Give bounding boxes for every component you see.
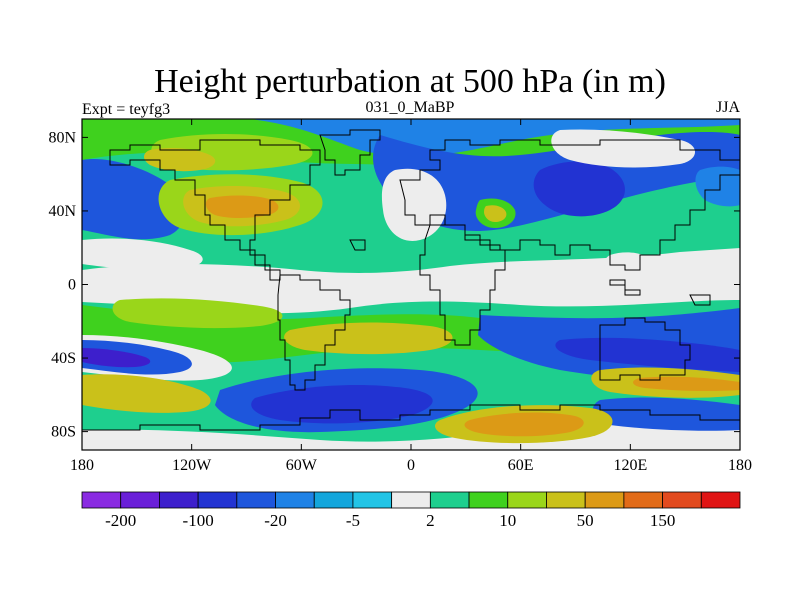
- height-field: [82, 119, 740, 450]
- colorbar-swatch: [236, 491, 276, 509]
- colorbar-label: -100: [183, 511, 214, 530]
- colorbar-label: 10: [499, 511, 516, 530]
- field-region: [533, 161, 625, 217]
- field-region: [604, 252, 657, 283]
- field-region: [82, 248, 740, 314]
- x-tick-label: 60E: [508, 457, 534, 474]
- colorbar-swatch: [120, 491, 160, 509]
- field-region: [551, 129, 695, 168]
- y-tick-label: 80N: [48, 129, 76, 146]
- coastline-australia: [599, 317, 691, 381]
- x-tick-label: 60W: [286, 457, 318, 474]
- colorbar-swatch: [623, 491, 663, 509]
- y-tick-label: 80S: [51, 424, 76, 441]
- field-region: [484, 205, 507, 222]
- colorbar-label: 2: [426, 511, 435, 530]
- colorbar-swatch: [429, 491, 470, 509]
- field-region: [251, 385, 433, 424]
- colorbar-swatch: [275, 491, 315, 509]
- colorbar-label: 50: [577, 511, 594, 530]
- x-tick-label: 180: [70, 457, 94, 474]
- coastline-africa: [419, 224, 506, 346]
- right-string: JJA: [716, 99, 740, 116]
- x-tick-label: 0: [407, 457, 415, 474]
- y-tick-label: 0: [68, 277, 76, 294]
- coastline-greenland: [319, 129, 381, 176]
- chart-title: Height perturbation at 500 hPa (in m): [154, 63, 666, 100]
- colorbar-label: 150: [650, 511, 676, 530]
- coastline-antarctica: [82, 404, 740, 431]
- center-string: 031_0_MaBP: [366, 99, 455, 116]
- field-region: [82, 159, 185, 240]
- colorbar-swatch: [468, 491, 509, 509]
- field-region: [82, 374, 211, 413]
- colorbar-swatch: [391, 491, 431, 509]
- colorbar-swatch: [584, 491, 625, 509]
- coastline-island: [349, 239, 366, 251]
- colorbar-label: -200: [105, 511, 136, 530]
- field-region: [464, 412, 584, 437]
- y-tick-label: 40S: [51, 350, 76, 367]
- coastline-north-america: [109, 139, 321, 281]
- field-region: [82, 238, 203, 270]
- colorbar-swatch: [313, 491, 354, 509]
- coastline-island: [689, 294, 711, 306]
- axis-ticks: 180 120W 60W 0 60E 120E 180 80N 40N 0 40S 80S: [48, 119, 752, 474]
- x-tick-label: 120E: [613, 457, 647, 474]
- field-region: [250, 119, 740, 157]
- field-region: [555, 337, 740, 372]
- x-tick-label: 180: [728, 457, 752, 474]
- field-region: [144, 147, 216, 172]
- colorbar-swatch: [352, 491, 393, 509]
- field-region: [284, 322, 453, 355]
- field-region: [112, 298, 283, 329]
- colorbar-swatch: [81, 491, 122, 509]
- colorbar-label: -5: [346, 511, 360, 530]
- x-tick-label: 120W: [172, 457, 212, 474]
- coastline-south-america: [277, 274, 351, 391]
- colorbar-label: -20: [264, 511, 287, 530]
- field-region: [205, 195, 279, 218]
- colorbar-swatch: [546, 491, 586, 509]
- colorbar-swatch: [700, 491, 741, 509]
- coastline-eurasia: [399, 139, 740, 271]
- field-region: [82, 348, 151, 368]
- y-tick-label: 40N: [48, 203, 76, 220]
- colorbar-swatch: [197, 491, 238, 509]
- field-region: [592, 397, 740, 431]
- colorbar-swatch: [159, 491, 199, 509]
- left-string: Expt = teyfg3: [82, 101, 170, 118]
- colorbar-swatch: [662, 491, 702, 509]
- field-region: [695, 166, 740, 207]
- colorbar: -200 -100 -20 -5 2 10 50 150: [81, 491, 741, 530]
- colorbar-swatch: [507, 491, 547, 509]
- coastline-island: [609, 279, 641, 296]
- coastline-outline: [82, 129, 740, 431]
